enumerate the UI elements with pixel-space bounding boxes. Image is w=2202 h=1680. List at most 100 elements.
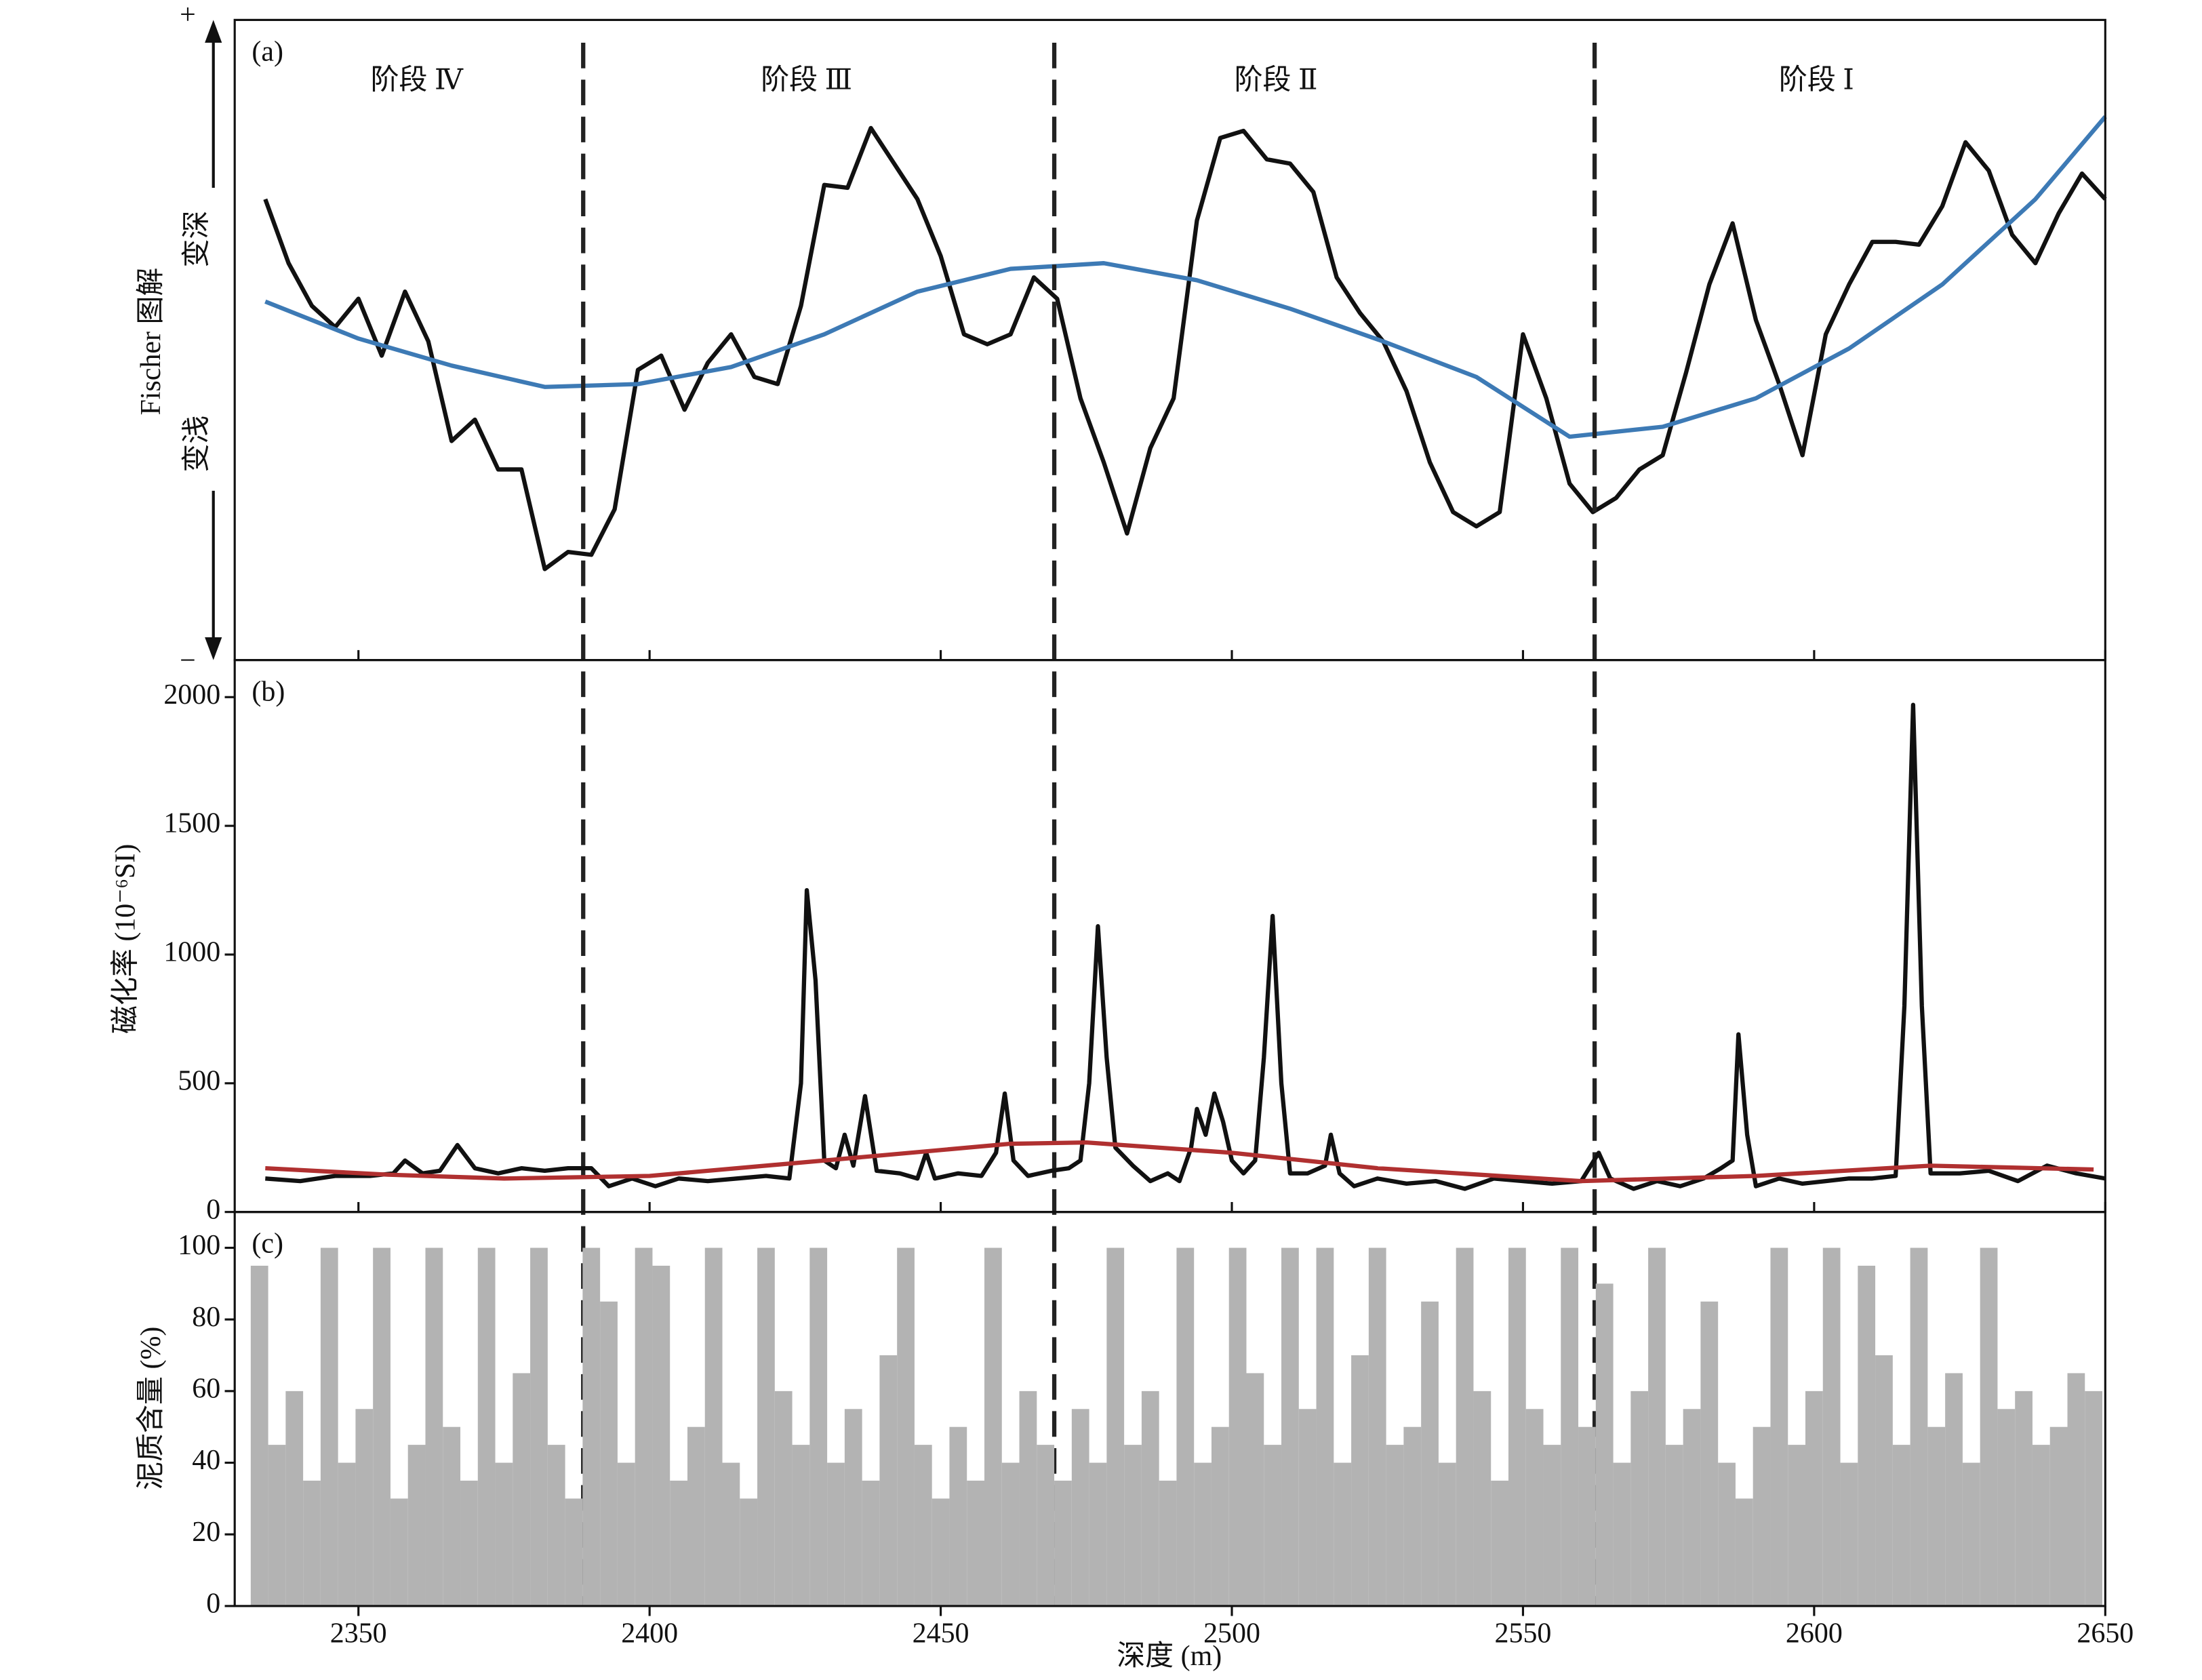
x-axis-label: 深度 (m) [1117,1641,1222,1672]
bar [1840,1462,1858,1606]
bar [1089,1462,1107,1606]
bar [285,1391,304,1606]
stage-label: 阶段 Ⅰ [1779,64,1854,96]
y-tick-label: 500 [178,1065,220,1096]
bar [1124,1445,1142,1606]
series-line [265,1140,2094,1184]
bar [477,1247,496,1606]
bar [1264,1445,1282,1606]
bar [250,1265,268,1606]
bar [1561,1247,1579,1606]
bar [2067,1373,2085,1606]
bar [1281,1247,1299,1606]
bar [547,1445,565,1606]
bar [1508,1247,1526,1606]
x-tick-label: 2500 [1203,1618,1260,1649]
bar [1525,1409,1544,1606]
y-axis-label: 磁化率 (10⁻⁶SI) [109,844,141,1034]
y-axis-label: 泥质含量 (%) [136,1327,167,1490]
bar [1211,1426,1229,1606]
bar [1054,1480,1072,1606]
bar [1351,1355,1369,1606]
bar [757,1247,775,1606]
bar [1071,1409,1089,1606]
bar [1194,1462,1212,1606]
bar [1910,1247,1928,1606]
bar [1334,1462,1352,1606]
bar [1228,1247,1247,1606]
bar [390,1498,408,1606]
y-tick-label: 40 [192,1445,220,1476]
x-tick-label: 2600 [1786,1618,1843,1649]
bar [355,1409,374,1606]
bar [495,1462,513,1606]
bar [809,1247,828,1606]
bar [1001,1462,1020,1606]
bar [670,1480,687,1606]
series-line [265,702,2106,1191]
bar [949,1426,967,1606]
y-tick-label: 0 [206,1194,220,1225]
bar [1019,1391,1037,1606]
bar [1159,1480,1177,1606]
arrow-head [205,637,222,660]
bar [1962,1462,1980,1606]
bar [2032,1445,2050,1606]
bar [862,1480,880,1606]
arrow-head [205,20,222,43]
bar [2085,1391,2103,1606]
x-tick-label: 2400 [621,1618,678,1649]
y-tick-label: 100 [178,1230,220,1261]
bar [687,1426,705,1606]
bar [1875,1355,1893,1606]
bar [617,1462,635,1606]
bar [1438,1462,1456,1606]
bar [2049,1426,2068,1606]
stage-label: 阶段 Ⅳ [371,64,464,96]
bar [1927,1426,1946,1606]
panel-label: (b) [252,677,285,708]
bar [827,1462,845,1606]
panel-label: (c) [252,1228,283,1260]
bar [635,1247,653,1606]
bar [303,1480,321,1606]
bar [1473,1391,1492,1606]
bar [1613,1462,1631,1606]
bar [582,1247,601,1606]
bar [425,1247,443,1606]
bar [1386,1445,1404,1606]
bar [460,1480,478,1606]
bar [932,1498,950,1606]
bar [984,1247,1002,1606]
bar [1980,1247,1998,1606]
x-tick-label: 2650 [2077,1618,2134,1649]
bar [443,1426,461,1606]
bar [1858,1265,1876,1606]
x-tick-label: 2450 [913,1618,969,1649]
bar [338,1462,356,1606]
bar [774,1391,793,1606]
bar [320,1247,338,1606]
bar [740,1498,758,1606]
bar [1683,1409,1701,1606]
bar [1176,1247,1195,1606]
bar [565,1498,583,1606]
bar [1945,1373,1963,1606]
bar [1316,1247,1334,1606]
series-line [264,115,2107,439]
bar [530,1247,548,1606]
y-tick-label: 1500 [163,808,220,839]
bar [844,1409,862,1606]
y-tick-label: 80 [192,1302,220,1333]
shallow-label: 变浅 [180,416,212,473]
y-axis-label: Fischer 图解 [136,268,167,416]
bar [879,1355,898,1606]
bar [1718,1462,1736,1606]
bar [1246,1373,1264,1606]
bar [1037,1445,1055,1606]
bar [652,1265,670,1606]
bar [704,1247,723,1606]
bar [1491,1480,1508,1606]
bar [1770,1247,1788,1606]
